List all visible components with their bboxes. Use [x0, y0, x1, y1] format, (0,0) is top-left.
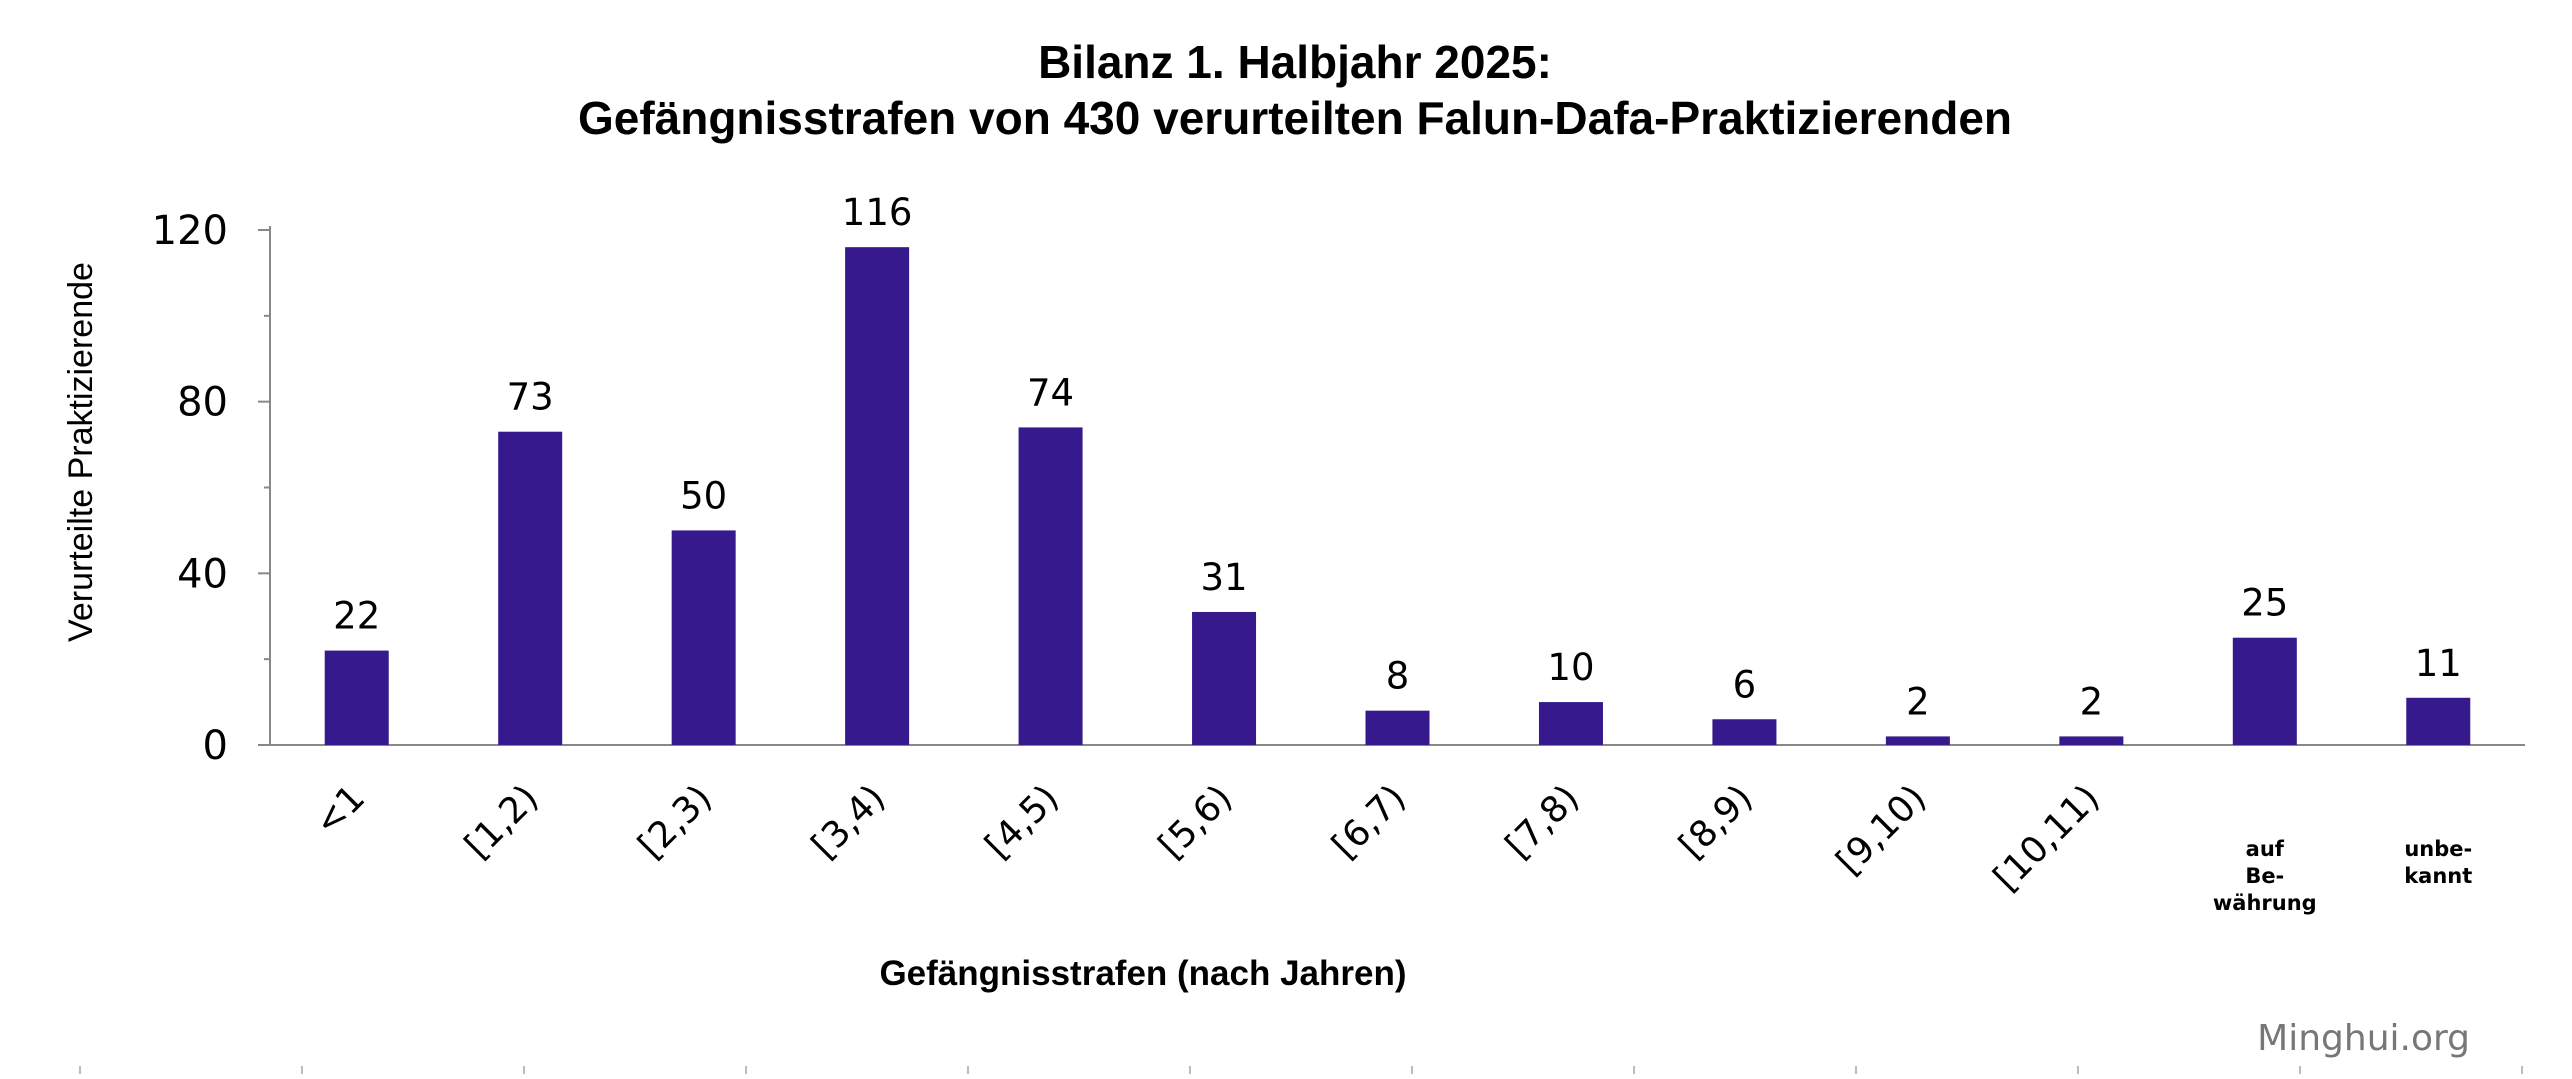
- x-tick-label-line: Be-: [2245, 864, 2284, 888]
- y-axis-label: Verurteilte Praktizierende: [62, 262, 100, 642]
- bar-value-label: 2: [1906, 680, 1930, 723]
- bar: [1712, 719, 1777, 745]
- bar-value-label: 8: [1386, 655, 1410, 698]
- chart-title-line1: Bilanz 1. Halbjahr 2025:: [1038, 36, 1552, 88]
- y-tick-label: 40: [177, 551, 228, 597]
- x-tick-label: [7,8): [1498, 777, 1587, 866]
- x-tick-label-line: kannt: [2404, 864, 2472, 888]
- x-tick-label: [1,2): [457, 777, 546, 866]
- x-tick-label: <1: [307, 777, 374, 844]
- bar: [498, 431, 563, 745]
- credit-watermark: Minghui.org: [2257, 1018, 2470, 1059]
- bar-value-label: 6: [1733, 663, 1757, 706]
- x-tick-label: [4,5): [978, 777, 1067, 866]
- bar: [1538, 702, 1603, 745]
- bar-value-label: 73: [507, 376, 554, 419]
- bar: [1885, 736, 1950, 745]
- bar: [1365, 710, 1430, 745]
- y-tick-label: 80: [177, 380, 228, 426]
- x-tick-label: auf Be-währung: [2213, 837, 2317, 915]
- x-axis-label: Gefängnisstrafen (nach Jahren): [879, 954, 1406, 993]
- bar: [1018, 427, 1083, 745]
- x-tick-label: [3,4): [804, 777, 893, 866]
- bar-value-label: 10: [1547, 646, 1594, 689]
- x-tick-label: [6,7): [1325, 777, 1414, 866]
- bar: [671, 530, 736, 745]
- bar-value-label: 50: [680, 474, 727, 517]
- bar-value-label: 25: [2241, 582, 2288, 625]
- x-tick-label: [5,6): [1151, 777, 1240, 866]
- bar: [324, 650, 389, 745]
- x-tick-label: [9,10): [1829, 777, 1935, 883]
- x-tick-label: [2,3): [631, 777, 720, 866]
- x-tick-label-line: unbe-: [2404, 837, 2472, 861]
- x-tick-label: unbe-kannt: [2404, 837, 2472, 888]
- x-tick-label: [8,9): [1671, 777, 1760, 866]
- y-tick-labels: 0 40 80 120: [152, 208, 228, 769]
- bar-value-label: 2: [2080, 680, 2104, 723]
- x-tick-label-line: währung: [2213, 891, 2317, 915]
- y-tick-label: 0: [203, 723, 228, 769]
- x-tick-label: [10,11): [1986, 777, 2108, 899]
- y-tick-label: 120: [152, 208, 228, 254]
- bar-value-label: 11: [2415, 642, 2462, 685]
- x-tick-label-line: auf: [2246, 837, 2285, 861]
- bar: [845, 247, 910, 745]
- bar: [2406, 697, 2471, 745]
- bars: [324, 247, 2471, 745]
- bar: [1192, 611, 1257, 745]
- bar-value-label: 74: [1027, 371, 1074, 414]
- x-tick-labels: <1 [1,2) [2,3) [3,4) [4,5) [5,6) [6,7) [7,8) [8,…: [307, 777, 2473, 915]
- bar-value-label: 116: [842, 191, 913, 234]
- bottom-dividers: [79, 1066, 2523, 1074]
- bar: [2232, 637, 2297, 745]
- bar-value-label: 31: [1200, 556, 1247, 599]
- chart-title-line2: Gefängnisstrafen von 430 verurteilten Fa…: [578, 92, 2012, 144]
- bar: [2059, 736, 2124, 745]
- bar-value-label: 22: [333, 595, 380, 638]
